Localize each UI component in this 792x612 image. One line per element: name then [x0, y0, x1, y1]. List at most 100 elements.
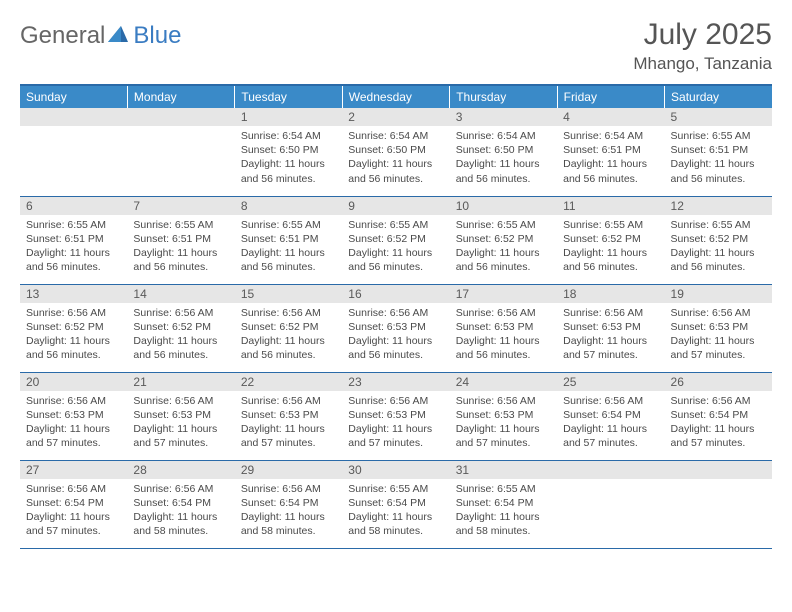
daylight-line: Daylight: 11 hours and 56 minutes. — [671, 157, 766, 185]
daylight-line: Daylight: 11 hours and 56 minutes. — [26, 334, 121, 362]
day-number: 9 — [342, 197, 449, 215]
day-number: 8 — [235, 197, 342, 215]
daylight-line: Daylight: 11 hours and 57 minutes. — [563, 422, 658, 450]
calendar-day-cell: 17Sunrise: 6:56 AMSunset: 6:53 PMDayligh… — [450, 284, 557, 372]
brand-text-2: Blue — [133, 22, 181, 50]
day-info: Sunrise: 6:55 AMSunset: 6:52 PMDaylight:… — [450, 215, 557, 277]
day-number: 14 — [127, 285, 234, 303]
day-number: 22 — [235, 373, 342, 391]
day-number: 28 — [127, 461, 234, 479]
calendar-day-cell: 24 Sunrise: 6:56 AMSunset: 6:53 PMDayligh… — [450, 372, 557, 460]
daylight-line: Daylight: 11 hours and 58 minutes. — [348, 510, 443, 538]
day-number: 13 — [20, 285, 127, 303]
daylight-line: Daylight: 11 hours and 56 minutes. — [456, 246, 551, 274]
sunset-line: Sunset: 6:53 PM — [456, 408, 551, 422]
day-number: 18 — [557, 285, 664, 303]
day-number: 4 — [557, 108, 664, 126]
day-info: Sunrise: 6:54 AMSunset: 6:50 PMDaylight:… — [450, 126, 557, 188]
day-info: Sunrise: 6:56 AMSunset: 6:53 PMDaylight:… — [235, 391, 342, 453]
calendar-day-cell: 15Sunrise: 6:56 AMSunset: 6:52 PMDayligh… — [235, 284, 342, 372]
sunset-line: Sunset: 6:51 PM — [133, 232, 228, 246]
calendar-day-cell: 7Sunrise: 6:55 AMSunset: 6:51 PMDaylight… — [127, 196, 234, 284]
sunrise-line: Sunrise: 6:54 AM — [241, 129, 336, 143]
daylight-line: Daylight: 11 hours and 56 minutes. — [26, 246, 121, 274]
day-info: Sunrise: 6:56 AMSunset: 6:53 PMDaylight:… — [127, 391, 234, 453]
day-info: Sunrise: 6:54 AMSunset: 6:50 PMDaylight:… — [235, 126, 342, 188]
sunrise-line: Sunrise: 6:56 AM — [241, 482, 336, 496]
sunrise-line: Sunrise: 6:55 AM — [563, 218, 658, 232]
sunset-line: Sunset: 6:53 PM — [26, 408, 121, 422]
calendar-day-cell: 2Sunrise: 6:54 AMSunset: 6:50 PMDaylight… — [342, 108, 449, 196]
daylight-line: Daylight: 11 hours and 57 minutes. — [456, 422, 551, 450]
day-info: Sunrise: 6:56 AMSunset: 6:54 PMDaylight:… — [665, 391, 772, 453]
sunset-line: Sunset: 6:54 PM — [456, 496, 551, 510]
sunset-line: Sunset: 6:53 PM — [241, 408, 336, 422]
day-info: Sunrise: 6:56 AMSunset: 6:52 PMDaylight:… — [127, 303, 234, 365]
day-number: 15 — [235, 285, 342, 303]
day-info: Sunrise: 6:56 AMSunset: 6:52 PMDaylight:… — [235, 303, 342, 365]
calendar-empty-cell — [665, 460, 772, 548]
daylight-line: Daylight: 11 hours and 57 minutes. — [671, 422, 766, 450]
day-info: Sunrise: 6:55 AMSunset: 6:51 PMDaylight:… — [20, 215, 127, 277]
sunset-line: Sunset: 6:52 PM — [563, 232, 658, 246]
daylight-line: Daylight: 11 hours and 57 minutes. — [348, 422, 443, 450]
sunset-line: Sunset: 6:53 PM — [348, 320, 443, 334]
sunset-line: Sunset: 6:53 PM — [348, 408, 443, 422]
sunrise-line: Sunrise: 6:55 AM — [671, 129, 766, 143]
sunset-line: Sunset: 6:54 PM — [241, 496, 336, 510]
sunrise-line: Sunrise: 6:54 AM — [348, 129, 443, 143]
calendar-week-row: 1Sunrise: 6:54 AMSunset: 6:50 PMDaylight… — [20, 108, 772, 196]
sunrise-line: Sunrise: 6:55 AM — [671, 218, 766, 232]
day-info: Sunrise: 6:55 AMSunset: 6:52 PMDaylight:… — [342, 215, 449, 277]
weekday-header: Monday — [127, 85, 234, 108]
sunset-line: Sunset: 6:54 PM — [348, 496, 443, 510]
daylight-line: Daylight: 11 hours and 56 minutes. — [456, 334, 551, 362]
calendar-week-row: 6Sunrise: 6:55 AMSunset: 6:51 PMDaylight… — [20, 196, 772, 284]
calendar-table: SundayMondayTuesdayWednesdayThursdayFrid… — [20, 84, 772, 549]
day-number: 29 — [235, 461, 342, 479]
calendar-day-cell: 19Sunrise: 6:56 AMSunset: 6:53 PMDayligh… — [665, 284, 772, 372]
weekday-header: Sunday — [20, 85, 127, 108]
day-number — [20, 108, 127, 126]
daylight-line: Daylight: 11 hours and 57 minutes. — [563, 334, 658, 362]
weekday-header: Tuesday — [235, 85, 342, 108]
calendar-day-cell: 16Sunrise: 6:56 AMSunset: 6:53 PMDayligh… — [342, 284, 449, 372]
calendar-day-cell: 6Sunrise: 6:55 AMSunset: 6:51 PMDaylight… — [20, 196, 127, 284]
daylight-line: Daylight: 11 hours and 56 minutes. — [241, 246, 336, 274]
calendar-day-cell: 21Sunrise: 6:56 AMSunset: 6:53 PMDayligh… — [127, 372, 234, 460]
calendar-week-row: 20Sunrise: 6:56 AMSunset: 6:53 PMDayligh… — [20, 372, 772, 460]
sunrise-line: Sunrise: 6:56 AM — [241, 306, 336, 320]
daylight-line: Daylight: 11 hours and 56 minutes. — [348, 334, 443, 362]
calendar-day-cell: 8Sunrise: 6:55 AMSunset: 6:51 PMDaylight… — [235, 196, 342, 284]
calendar-day-cell: 3Sunrise: 6:54 AMSunset: 6:50 PMDaylight… — [450, 108, 557, 196]
sunset-line: Sunset: 6:52 PM — [241, 320, 336, 334]
daylight-line: Daylight: 11 hours and 56 minutes. — [671, 246, 766, 274]
daylight-line: Daylight: 11 hours and 58 minutes. — [133, 510, 228, 538]
sunset-line: Sunset: 6:54 PM — [671, 408, 766, 422]
calendar-day-cell: 30Sunrise: 6:55 AMSunset: 6:54 PMDayligh… — [342, 460, 449, 548]
sunrise-line: Sunrise: 6:56 AM — [671, 394, 766, 408]
sunset-line: Sunset: 6:50 PM — [348, 143, 443, 157]
day-number: 17 — [450, 285, 557, 303]
location-label: Mhango, Tanzania — [633, 54, 772, 74]
sunset-line: Sunset: 6:52 PM — [26, 320, 121, 334]
day-info: Sunrise: 6:56 AMSunset: 6:54 PMDaylight:… — [235, 479, 342, 541]
day-number: 24 — [450, 373, 557, 391]
brand-text-1: General — [20, 22, 105, 50]
sunrise-line: Sunrise: 6:55 AM — [456, 218, 551, 232]
day-info: Sunrise: 6:56 AMSunset: 6:53 PMDaylight:… — [557, 303, 664, 365]
day-info: Sunrise: 6:56 AMSunset: 6:54 PMDaylight:… — [127, 479, 234, 541]
title-block: July 2025 Mhango, Tanzania — [633, 18, 772, 74]
sunrise-line: Sunrise: 6:54 AM — [563, 129, 658, 143]
calendar-empty-cell — [127, 108, 234, 196]
sunrise-line: Sunrise: 6:56 AM — [133, 306, 228, 320]
day-number: 26 — [665, 373, 772, 391]
day-number: 21 — [127, 373, 234, 391]
daylight-line: Daylight: 11 hours and 56 minutes. — [133, 246, 228, 274]
sunset-line: Sunset: 6:54 PM — [26, 496, 121, 510]
sunrise-line: Sunrise: 6:56 AM — [456, 394, 551, 408]
daylight-line: Daylight: 11 hours and 56 minutes. — [241, 157, 336, 185]
daylight-line: Daylight: 11 hours and 56 minutes. — [563, 157, 658, 185]
calendar-empty-cell — [557, 460, 664, 548]
day-number: 11 — [557, 197, 664, 215]
